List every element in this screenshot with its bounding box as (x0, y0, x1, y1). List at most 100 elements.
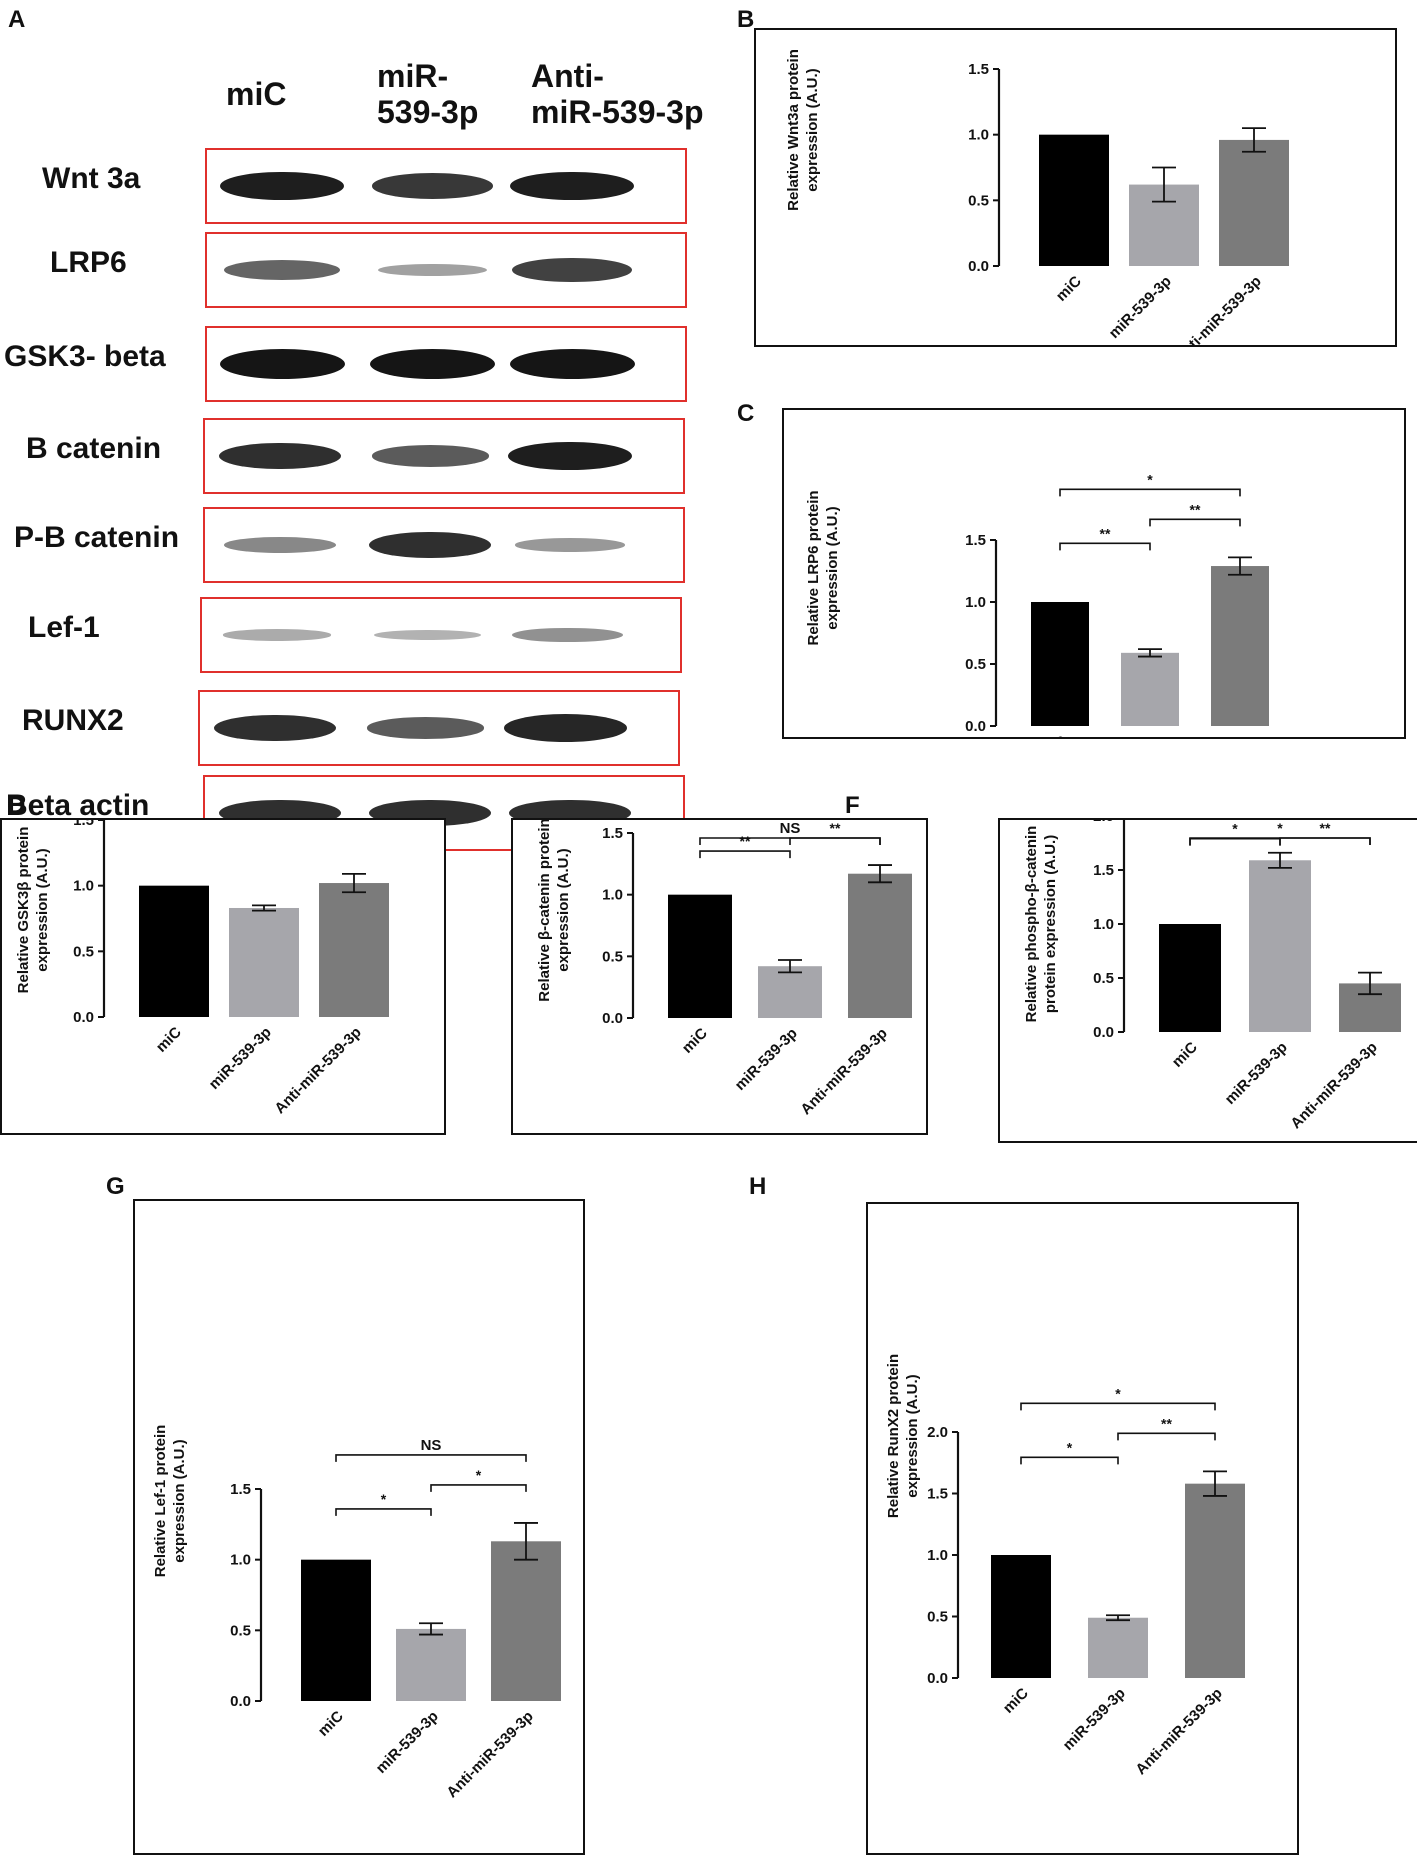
y-tick-label: 0.5 (602, 948, 623, 965)
chart-panel-h: 0.0 0.5 1.0 1.5 2.0 Relative RunX2 protein exp… (866, 1202, 1299, 1855)
blot-band (220, 171, 344, 201)
y-axis-label-line: expression (A.U.) (34, 848, 51, 971)
blot-band (224, 537, 336, 553)
blot-row-label: LRP6 (50, 246, 127, 279)
blot-strip (203, 418, 685, 494)
significance-bracket (1149, 518, 1241, 527)
significance-bracket (1279, 837, 1371, 845)
category-label: miC (1039, 733, 1071, 737)
y-axis-label-line: Relative Lef-1 protein (152, 1425, 169, 1578)
y-tick-label: 0.5 (230, 1622, 251, 1639)
y-tick-label: 0.0 (927, 1670, 948, 1687)
y-axis-label-line: Relative Wnt3a protein (785, 49, 802, 211)
y-tick-label: 0.0 (968, 258, 989, 275)
bar (229, 907, 299, 1017)
y-axis-label-line: Relative phospho-β-catenin (1023, 826, 1040, 1023)
y-axis-label-line: expression (A.U.) (904, 1374, 921, 1497)
y-tick-label: 0.5 (927, 1609, 948, 1626)
category-label: miR-539-3p (1060, 1685, 1129, 1754)
category-label: Anti-miR-539-3p (271, 1024, 364, 1117)
y-tick-label: 1.5 (1093, 862, 1114, 879)
bar (1249, 860, 1311, 1032)
blot-strip (203, 507, 685, 583)
category-label: miC (1053, 273, 1085, 305)
bar (1088, 1617, 1148, 1678)
blot-strip (205, 148, 687, 224)
blot-band (371, 173, 493, 199)
blot-strip (198, 690, 680, 766)
significance-bracket (1059, 488, 1241, 497)
blot-strip (205, 326, 687, 402)
significance-bracket (1059, 542, 1151, 551)
y-tick-label: 1.0 (230, 1552, 251, 1569)
category-label: miR-539-3p (732, 1025, 801, 1094)
significance-label: * (381, 1491, 387, 1507)
blot-band (224, 259, 340, 281)
bar (319, 883, 389, 1017)
category-label: miR-539-3p (373, 1708, 442, 1777)
y-tick-label: 2.0 (1093, 820, 1114, 825)
category-label: miR-539-3p (1092, 733, 1161, 737)
blot-row-label: Beta actin (6, 789, 150, 822)
significance-bracket (335, 1508, 432, 1516)
significance-label: ** (1320, 820, 1331, 836)
bar (848, 873, 912, 1018)
significance-bracket (699, 837, 881, 845)
y-axis-label-line: expression (A.U.) (555, 848, 572, 971)
chart-h-svg: 0.0 0.5 1.0 1.5 2.0 Relative RunX2 protein exp… (885, 1354, 1245, 1778)
significance-bracket (1189, 837, 1371, 845)
blot-band (503, 714, 627, 742)
panel-label-b: B (737, 6, 755, 33)
blot-band (369, 349, 495, 379)
y-axis-label-line: expression (A.U.) (804, 68, 821, 191)
panel-label-h: H (749, 1173, 767, 1200)
y-tick-label: 1.5 (73, 820, 94, 829)
blot-row-label: Lef-1 (28, 611, 100, 644)
category-label: miC (315, 1708, 347, 1740)
chart-e-svg: 0.0 0.5 1.0 1.5 Relative β-catenin protein ex… (536, 820, 912, 1118)
blot-row-label: Wnt 3a (42, 162, 141, 195)
y-axis-label: Relative β-catenin protein expression (A.… (536, 820, 572, 1002)
y-tick-label: 0.5 (1093, 970, 1114, 987)
bar (1219, 139, 1289, 266)
blot-band (373, 629, 481, 641)
significance-label: * (1147, 471, 1153, 487)
significance-bracket (1020, 1402, 1216, 1411)
blot-band (219, 349, 345, 379)
panel-label-a: A (8, 6, 26, 33)
significance-bracket (430, 1484, 527, 1492)
y-axis-label-line: Relative GSK3β protein (15, 827, 32, 994)
chart-f-svg: 0.0 0.5 1.0 1.5 2.0 Relative phospho-β-cateni… (1023, 820, 1401, 1132)
significance-label: NS (421, 1437, 442, 1454)
category-label: miR-539-3p (1222, 1039, 1291, 1108)
significance-label: * (1067, 1439, 1073, 1455)
y-tick-label: 0.0 (230, 1693, 251, 1710)
y-tick-label: 0.5 (968, 192, 989, 209)
bar (139, 885, 209, 1017)
chart-panel-e: 0.0 0.5 1.0 1.5 Relative β-catenin protein ex… (511, 818, 928, 1135)
y-axis-label: Relative LRP6 protein expression (A.U.) (805, 490, 841, 645)
blot-strip (205, 232, 687, 308)
y-axis-label: Relative RunX2 protein expression (A.U.) (885, 1354, 921, 1518)
chart-panel-b: 0.0 0.5 1.0 1.5 Relative Wnt3a protein expres… (754, 28, 1397, 347)
category-label: miC (1000, 1685, 1032, 1717)
blot-band (515, 538, 625, 552)
y-axis-label: Relative Lef-1 protein expression (A.U.) (152, 1425, 188, 1578)
category-label: miR-539-3p (1106, 273, 1175, 342)
category-label: Anti-miR-539-3p (1171, 273, 1264, 345)
blot-band (377, 263, 487, 277)
blot-strip (200, 597, 682, 673)
bar (491, 1541, 561, 1701)
y-tick-label: 0.5 (965, 656, 986, 673)
significance-bracket (789, 837, 881, 845)
blot-row-label: RUNX2 (22, 704, 124, 737)
y-tick-label: 2.0 (927, 1424, 948, 1441)
blot-row-label: B catenin (26, 432, 162, 465)
blot-band (510, 171, 634, 201)
y-tick-label: 1.0 (968, 127, 989, 144)
bar (1121, 652, 1179, 726)
panel-label-d: D (8, 792, 26, 819)
chart-panel-g: 0.0 0.5 1.0 1.5 Relative Lef-1 protein expres… (133, 1199, 585, 1855)
blot-row-label: GSK3- beta (4, 340, 166, 373)
bar (1039, 134, 1109, 266)
